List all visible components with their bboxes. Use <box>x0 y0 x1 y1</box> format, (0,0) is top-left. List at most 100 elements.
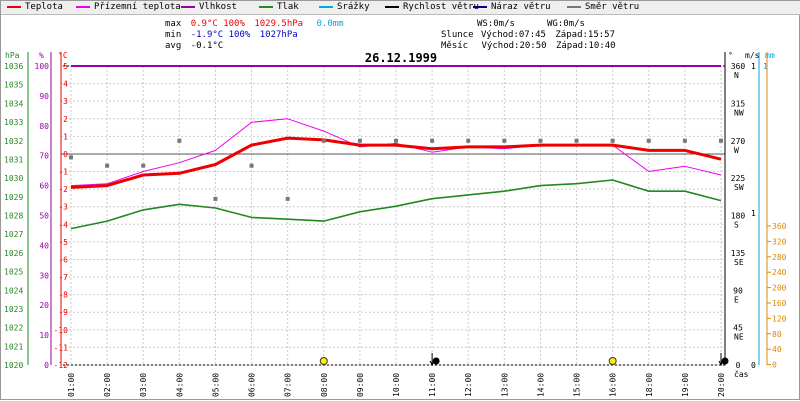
rain-right-tick-label: 360 <box>772 222 787 231</box>
temp-tick-label: -4 <box>58 220 68 229</box>
temp-axis-unit: °C <box>58 51 68 60</box>
x-tick-label: 08:00 <box>320 373 329 397</box>
x-tick-label: 01:00 <box>67 373 76 397</box>
temp-tick-label: -3 <box>58 203 68 212</box>
x-tick-label: 09:00 <box>356 373 365 397</box>
temp-tick-label: -8 <box>58 291 68 300</box>
legend-label: Náraz větru <box>491 2 551 12</box>
wind-direction-point <box>285 196 290 201</box>
legend-item: Tlak <box>259 2 299 12</box>
legend-swatch <box>259 5 273 8</box>
legend-swatch <box>385 5 399 8</box>
pressure-tick-label: 1026 <box>4 249 23 258</box>
temp-tick-label: -2 <box>58 185 68 194</box>
pressure-tick-label: 1025 <box>4 268 23 277</box>
pressure-tick-label: 1020 <box>4 361 23 370</box>
temp-tick-label: -6 <box>58 255 68 264</box>
plot-area <box>60 65 726 366</box>
legend-swatch <box>76 5 90 8</box>
stats-max: max 0.9°C 100% 1029.5hPa 0.0mm <box>165 19 344 29</box>
wind-direction-point <box>502 138 507 143</box>
x-tick-label: 11:00 <box>428 373 437 397</box>
stats-moon: Měsíc Východ:20:50 Západ:10:40 <box>441 41 616 51</box>
legend-swatch <box>7 5 21 8</box>
avg-temp: -0.1°C <box>190 41 224 51</box>
rain-tick-label: 1 <box>763 62 768 71</box>
x-tick-label: 20:00 <box>717 373 726 397</box>
sunset: Západ:15:57 <box>555 30 615 40</box>
stats-min: min -1.9°C 100% 1027hPa <box>165 30 298 40</box>
wind-direction-point <box>394 138 398 143</box>
temp-tick-label: -9 <box>58 308 68 317</box>
direction-name-label: SE <box>734 258 744 267</box>
min-press: 1027hPa <box>259 30 298 40</box>
moon-label: Měsíc <box>441 41 469 51</box>
temp-tick-label: 2 <box>63 115 68 124</box>
stat-label: max <box>165 19 182 29</box>
legend-item: Rychlost větru <box>385 2 479 12</box>
legend-item: Srážky <box>319 2 370 12</box>
legend-label: Rychlost větru <box>403 2 479 12</box>
wind-direction-point <box>141 163 146 168</box>
humidity-tick-label: 30 <box>39 271 49 280</box>
legend-item: Přízemní teplota <box>76 2 181 12</box>
wind-arrow-head <box>718 360 724 367</box>
pressure-tick-label: 1029 <box>4 193 23 202</box>
legend-bar: Teplota Přízemní teplota Vlhkost Tlak Srážky… <box>1 1 800 15</box>
humidity-axis-unit: % <box>39 51 44 60</box>
direction-name-label: S <box>734 221 739 230</box>
legend-swatch <box>319 5 333 8</box>
x-tick-label: 06:00 <box>248 373 257 397</box>
rain-right-tick-label: 280 <box>772 253 787 262</box>
legend-label: Teplota <box>25 2 63 12</box>
direction-name-label: NW <box>734 108 744 117</box>
x-tick-label: 02:00 <box>103 373 112 397</box>
humidity-tick-label: 50 <box>39 212 49 221</box>
temp-tick-label: -10 <box>54 326 69 335</box>
min-temp: -1.9°C <box>190 30 224 40</box>
legend-item: Vlhkost <box>181 2 237 12</box>
temp-tick-label: 0 <box>63 150 68 159</box>
wind-direction-point <box>682 138 687 143</box>
rain-total: 0.0mm <box>316 19 344 29</box>
sun-label: Slunce <box>441 30 474 40</box>
direction-name-label: NE <box>734 333 744 342</box>
x-tick-label: 12:00 <box>464 373 473 397</box>
chart-title: 26.12.1999 <box>365 51 437 65</box>
direction-tick-label: 0 <box>736 361 741 370</box>
pressure-tick-label: 1036 <box>4 62 23 71</box>
wind-direction-point <box>610 138 615 143</box>
sun-marker <box>319 357 328 365</box>
stats-sun: Slunce Východ:07:45 Západ:15:57 <box>441 30 615 40</box>
x-tick-label: 13:00 <box>500 373 509 397</box>
x-tick-label: 14:00 <box>536 373 545 397</box>
direction-tick-label: 360 <box>731 62 746 71</box>
x-tick-label: 10:00 <box>392 373 401 397</box>
rain-right-tick-label: 320 <box>772 237 787 246</box>
x-tick-label: 05:00 <box>211 373 220 397</box>
rain-right-tick-label: 200 <box>772 284 787 293</box>
temp-tick-label: -7 <box>58 273 68 282</box>
humidity-tick-label: 90 <box>39 92 49 101</box>
direction-axis-unit: ° <box>728 51 733 60</box>
pressure-tick-label: 1030 <box>4 174 23 183</box>
rain-right-tick-label: 240 <box>772 268 787 277</box>
legend-item: Směr větru <box>567 2 639 12</box>
rain-right-tick-label: 160 <box>772 299 787 308</box>
temp-tick-label: -12 <box>54 361 69 370</box>
wind-direction-point <box>574 138 579 143</box>
x-tick-label: 04:00 <box>175 373 184 397</box>
wind-direction-point <box>105 163 110 168</box>
time-axis-unit: čas <box>734 369 749 379</box>
direction-name-label: E <box>734 295 739 304</box>
humidity-tick-label: 80 <box>39 122 49 131</box>
wind-direction-point <box>249 163 254 168</box>
temp-tick-label: -5 <box>58 238 68 247</box>
wind-direction-point <box>430 138 435 143</box>
wind-axis-unit: m/s <box>745 51 760 60</box>
x-tick-label: 15:00 <box>573 373 582 397</box>
legend-swatch <box>567 5 581 8</box>
legend-swatch <box>473 5 487 8</box>
